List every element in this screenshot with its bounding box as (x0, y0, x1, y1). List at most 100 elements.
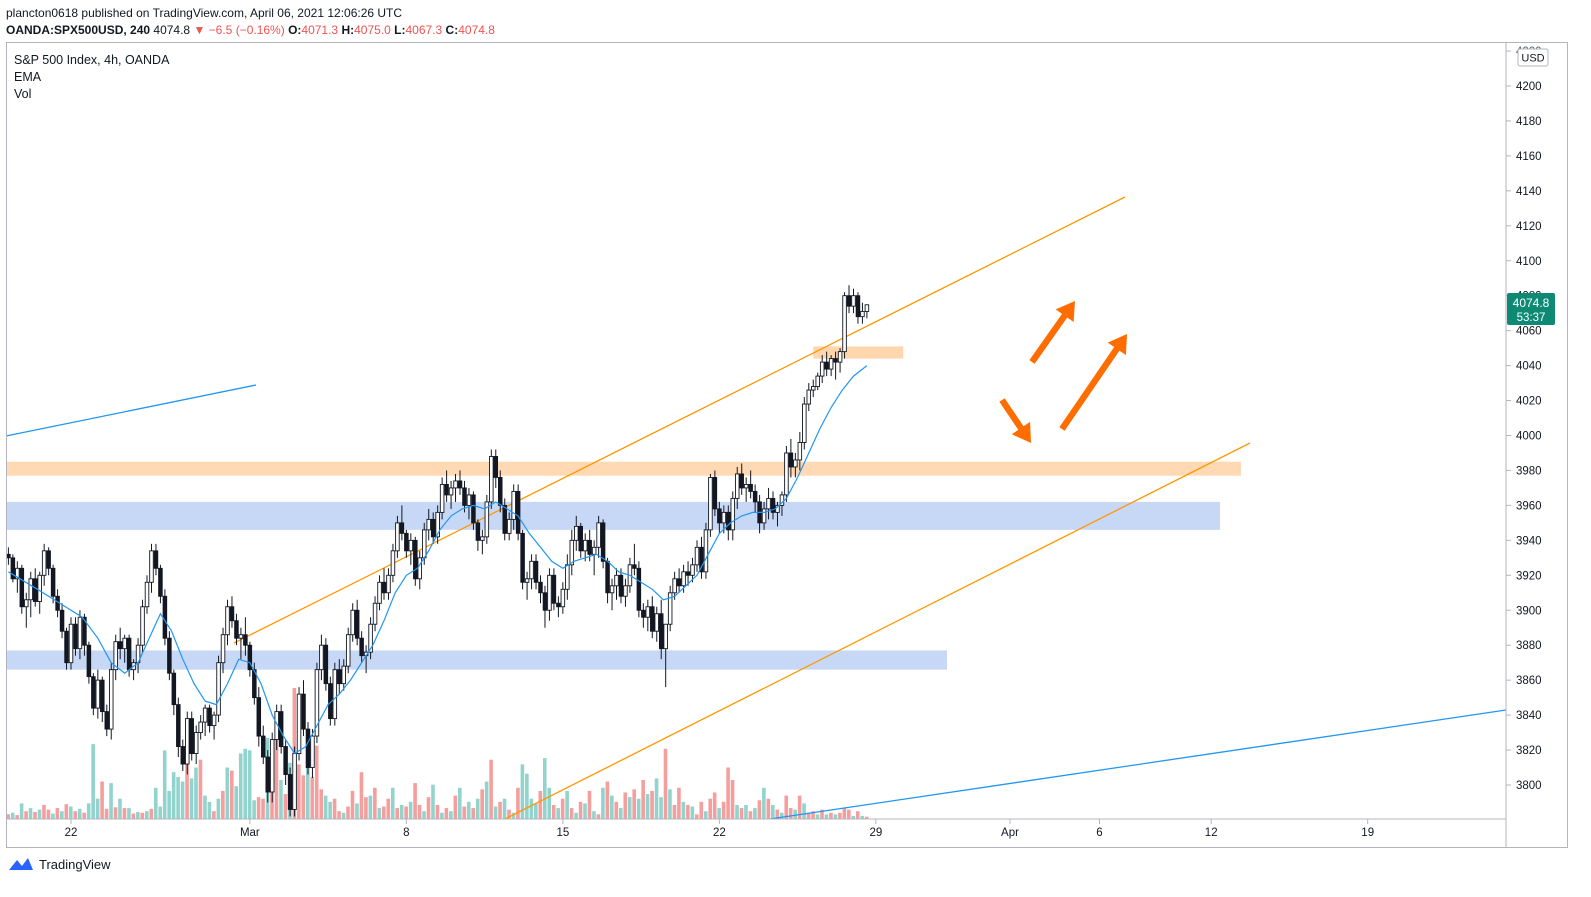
volume-bar (632, 789, 636, 819)
candle-up (654, 613, 660, 632)
candle-up (395, 522, 400, 552)
volume-bar (475, 798, 480, 819)
volume-bar (525, 773, 529, 819)
candle-up (345, 634, 351, 667)
footer-brand[interactable]: TradingView (8, 856, 111, 872)
volume-bar (489, 759, 493, 819)
legend-ema[interactable]: EMA (14, 70, 42, 84)
volume-bar (735, 804, 739, 819)
open-value: 4071.3 (301, 23, 339, 37)
legend-title[interactable]: S&P 500 Index, 4h, OANDA (14, 53, 170, 67)
price-tick-label: 3860 (1516, 675, 1542, 687)
candle-up (408, 539, 414, 552)
candle-down (726, 511, 731, 531)
candle-up (560, 588, 566, 608)
volume-bar (225, 767, 230, 819)
price-tick-label: 3920 (1516, 570, 1542, 582)
candle-up (319, 644, 324, 671)
blue-trend-line-left[interactable] (5, 384, 257, 437)
candle-up (506, 518, 512, 534)
arrow-up-short[interactable] (1029, 301, 1075, 364)
channel-upper-line[interactable] (233, 196, 1126, 644)
currency-badge[interactable] (1517, 48, 1549, 67)
candle-up (806, 389, 812, 405)
channel-lower-line[interactable] (504, 442, 1251, 820)
candle-up (837, 351, 843, 363)
volume-bar (462, 806, 467, 819)
bar-countdown: 53:37 (1517, 312, 1546, 324)
volume-bar (104, 808, 109, 819)
volume-bar (793, 809, 797, 819)
blue-trend-line-right[interactable] (769, 709, 1507, 820)
price-tick-label: 4040 (1516, 361, 1542, 373)
volume-bar (417, 804, 422, 819)
volume-bar (131, 813, 136, 819)
volume-bar (113, 807, 118, 819)
volume-bar (109, 783, 113, 819)
candle-up (185, 718, 190, 765)
candle-down (337, 669, 342, 685)
candle-up (220, 634, 226, 664)
candle-up (113, 641, 118, 671)
volume-bar (694, 814, 699, 819)
volume-bar (328, 801, 332, 819)
ema-line (8, 365, 868, 755)
candle-down (846, 295, 852, 307)
volume-bar (440, 812, 444, 819)
volume-bar (207, 801, 212, 819)
volume-bar (583, 803, 587, 819)
brand-name: TradingView (39, 856, 111, 872)
legend-vol[interactable]: Vol (14, 87, 32, 101)
chart-legend: S&P 500 Index, 4h, OANDA EMA Vol (14, 52, 169, 103)
candle-up (730, 497, 736, 531)
arrow-down-pullback[interactable] (999, 398, 1031, 443)
candle-down (556, 602, 561, 608)
volume-bar (319, 789, 323, 819)
volume-bar (502, 798, 507, 819)
candle-down (287, 774, 293, 810)
volume-bar (51, 813, 55, 819)
candle-up (797, 442, 803, 461)
candle-down (658, 613, 664, 650)
resistance-zone-orange[interactable] (6, 461, 1241, 476)
volume-bar (158, 806, 163, 819)
candle-up (350, 609, 355, 636)
candle-up (41, 550, 47, 576)
volume-bar (507, 809, 511, 819)
candle-up (480, 536, 485, 541)
volume-bar (659, 797, 663, 819)
candle-up (149, 550, 154, 583)
candle-down (207, 707, 212, 727)
volume-bar (864, 816, 869, 819)
volume-bar (297, 764, 301, 819)
symbol-name[interactable]: OANDA:SPX500USD, 240 (6, 23, 151, 37)
candle-down (650, 606, 655, 632)
tradingview-logo-icon (9, 858, 33, 870)
volume-bar (136, 811, 140, 819)
arrow-up-long[interactable] (1059, 334, 1127, 431)
candle-down (229, 606, 235, 622)
price-tick-label: 3800 (1516, 780, 1542, 792)
volume-bar (422, 811, 426, 819)
volume-bar (167, 790, 171, 819)
candle-down (180, 746, 186, 765)
candle-down (301, 693, 306, 730)
volume-bar (703, 811, 708, 819)
candle-up (828, 358, 834, 370)
volume-bar (279, 780, 283, 819)
volume-bar (426, 797, 431, 819)
volume-bar (498, 801, 502, 819)
volume-bar (641, 780, 645, 819)
time-tick-label: 6 (1096, 827, 1102, 839)
volume-bar (91, 744, 95, 819)
candle-down (359, 637, 364, 657)
plot-area[interactable] (6, 42, 1506, 819)
candle-up (860, 310, 865, 318)
candle-up (453, 480, 458, 489)
support-zone-blue-upper[interactable] (6, 501, 1220, 530)
volume-bar (654, 778, 659, 819)
volume-bar (413, 783, 417, 819)
candle-down (515, 490, 521, 534)
candle-down (46, 550, 51, 569)
